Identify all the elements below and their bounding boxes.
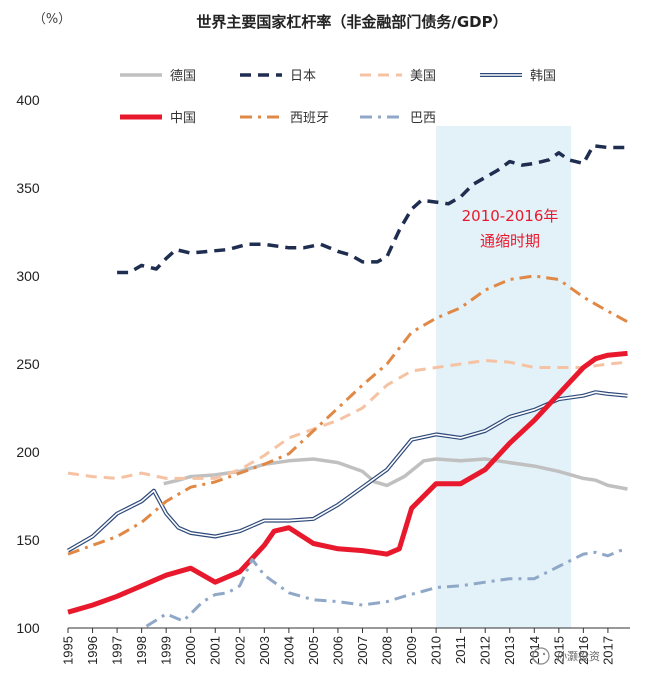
x-tick-label: 1998 <box>134 636 149 665</box>
legend-label: 西班牙 <box>290 111 329 126</box>
x-tick-label: 2010 <box>429 636 444 665</box>
legend-item-西班牙: 西班牙 <box>240 111 329 126</box>
x-tick-label: 1995 <box>61 636 76 665</box>
legend-item-德国: 德国 <box>120 69 196 84</box>
legend-label: 日本 <box>290 69 316 84</box>
series-line-日本 <box>117 144 628 275</box>
x-tick-label: 2015 <box>551 636 566 665</box>
x-tick-label: 2016 <box>576 636 591 665</box>
x-tick-label: 2001 <box>208 636 223 665</box>
y-tick-label: 100 <box>16 620 40 636</box>
y-tick-label: 250 <box>16 356 40 372</box>
series-layer <box>67 144 629 628</box>
legend-item-中国: 中国 <box>120 111 196 126</box>
y-tick-label: 200 <box>16 444 40 460</box>
x-tick-label: 2002 <box>232 636 247 665</box>
axes-layer: 100 150 200 250 300 350 400 1995 1996 1997 1998 199… <box>16 92 630 665</box>
deflation-period-shading <box>436 126 572 628</box>
y-tick-label: 300 <box>16 268 40 284</box>
legend-item-韩国: 韩国 <box>480 69 556 84</box>
x-tick-label: 2007 <box>355 636 370 665</box>
legend-item-巴西: 巴西 <box>360 111 436 126</box>
x-tick-label: 1996 <box>85 636 100 665</box>
watermark-text: 孙灏投资 <box>556 649 600 663</box>
x-tick-label: 1997 <box>110 636 125 665</box>
legend-item-日本: 日本 <box>240 69 316 84</box>
wechat-icon-eye-left <box>536 652 540 656</box>
y-tick-label: 150 <box>16 532 40 548</box>
x-tick-label: 2003 <box>257 636 272 665</box>
legend-item-美国: 美国 <box>360 69 436 84</box>
series-line-西班牙 <box>67 274 629 556</box>
x-tick-label: 2009 <box>404 636 419 665</box>
series-line-中国 <box>67 350 628 615</box>
legend-label: 巴西 <box>410 111 436 126</box>
series-line-巴西 <box>145 549 628 628</box>
legend-label: 韩国 <box>530 69 556 84</box>
x-tick-label: 2004 <box>281 636 296 665</box>
legend-label: 美国 <box>410 69 436 84</box>
annotation-line-2: 通缩时期 <box>480 232 540 250</box>
wechat-icon <box>532 647 550 665</box>
legend-label: 德国 <box>170 69 196 84</box>
legend-label: 中国 <box>170 111 196 126</box>
x-tick-label: 2012 <box>478 636 493 665</box>
x-tick-label: 2011 <box>453 636 468 664</box>
x-tick-label: 2005 <box>306 636 321 665</box>
wechat-icon-eye-right <box>542 652 546 656</box>
shaded-region <box>436 126 572 628</box>
chart-title: 世界主要国家杠杆率（非金融部门债务/GDP） <box>196 13 507 31</box>
y-tick-label: 400 <box>16 92 40 108</box>
x-tick-label: 2014 <box>527 636 542 665</box>
y-unit-label: （%） <box>33 12 71 27</box>
x-tick-label: 1999 <box>159 636 174 665</box>
series-line-美国 <box>67 359 628 480</box>
annotation-line-1: 2010-2016年 <box>462 207 559 225</box>
x-tick-label: 2000 <box>183 636 198 665</box>
x-tick-label: 2008 <box>380 636 395 665</box>
x-tick-label: 2017 <box>600 636 615 665</box>
x-tick-label: 2013 <box>502 636 517 665</box>
x-tick-label: 2006 <box>330 636 345 665</box>
watermark: 孙灏投资 <box>532 647 600 665</box>
y-tick-label: 350 <box>16 180 40 196</box>
